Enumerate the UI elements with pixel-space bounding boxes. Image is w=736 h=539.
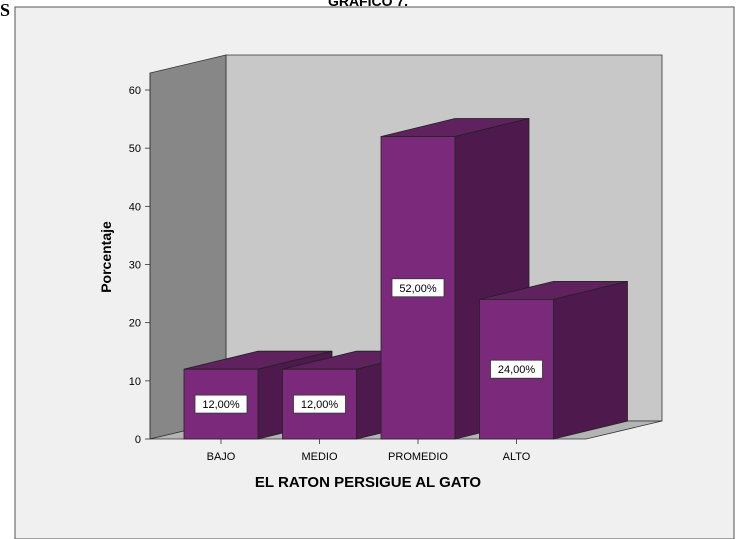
y-tick-label: 50: [129, 143, 141, 155]
y-tick-label: 60: [129, 85, 141, 97]
x-tick-label: MEDIO: [301, 451, 338, 463]
bars: 12,00% 12,00% 52,00% 24,00%: [183, 118, 628, 440]
x-tick-label: BAJO: [207, 451, 236, 463]
y-tick-label: 20: [129, 318, 141, 330]
data-label-box: [490, 359, 543, 379]
x-tick-label: PROMEDIO: [388, 451, 448, 463]
left-fragment-text: S: [0, 0, 10, 20]
y-axis-title: Porcentaje: [98, 221, 114, 293]
data-label: 12,00%: [202, 399, 240, 411]
y-tick-label: 30: [129, 260, 141, 272]
bar-promedio: 52,00%: [380, 118, 530, 440]
x-axis-title: EL RATON PERSIGUE AL GATO: [255, 474, 481, 491]
y-axis-ticks: 0 10 20 30 40 50 60: [129, 85, 150, 446]
data-label: 12,00%: [301, 399, 339, 411]
x-axis-ticks: BAJO MEDIO PROMEDIO ALTO: [207, 439, 531, 463]
y-tick-label: 0: [135, 434, 141, 446]
y-tick-label: 10: [129, 376, 141, 388]
bar-side-face: [553, 280, 628, 440]
y-tick-label: 40: [129, 201, 141, 213]
chart-header-fragment: GRÁFICO 7.: [328, 0, 408, 9]
data-label-box: [293, 394, 346, 414]
data-label-box: [391, 278, 445, 298]
x-tick-label: ALTO: [503, 451, 531, 463]
data-label: 52,00%: [399, 283, 437, 295]
data-label: 24,00%: [498, 364, 536, 376]
bar-alto: 24,00%: [479, 280, 628, 440]
data-label-box: [194, 394, 248, 414]
